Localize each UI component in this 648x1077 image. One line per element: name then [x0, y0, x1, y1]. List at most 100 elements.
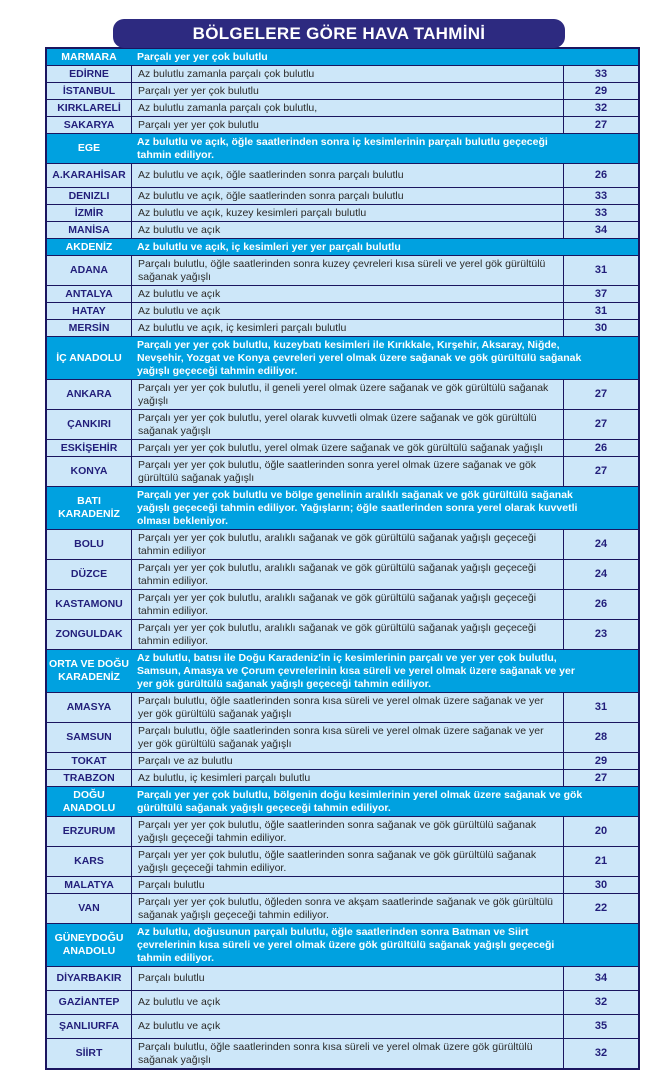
forecast-text: Parçalı yer yer çok bulutlu [131, 117, 563, 133]
table-row: TOKAT Parçalı ve az bulutlu 29 [47, 753, 638, 770]
table-row: SAMSUN Parçalı bulutlu, öğle saatlerinde… [47, 723, 638, 753]
table-row: SAKARYA Parçalı yer yer çok bulutlu 27 [47, 117, 638, 134]
forecast-text: Az bulutlu ve açık [131, 303, 563, 319]
temperature-value: 31 [563, 303, 638, 319]
city-name: MALATYA [64, 878, 114, 891]
city-name: ŞANLIURFA [58, 1020, 120, 1032]
table-row: ŞANLIURFA Az bulutlu ve açık 35 [47, 1015, 638, 1039]
region-forecast-text: Az bulutlu, batısı ile Doğu Karadeniz'in… [137, 652, 575, 690]
region-name: İÇ ANADOLU [56, 351, 122, 364]
temperature-value: 28 [563, 723, 638, 752]
temperature-value: 27 [563, 770, 638, 786]
city-name: ANTALYA [65, 287, 113, 300]
city-name: MANİSA [68, 223, 110, 236]
city-name: MERSİN [68, 321, 110, 334]
city-name: A.KARAHİSAR [52, 169, 126, 181]
forecast-text: Parçalı bulutlu, öğle saatlerinden sonra… [131, 693, 563, 722]
table-row: HATAY Az bulutlu ve açık 31 [47, 303, 638, 320]
region-row: DOĞU ANADOLU Parçalı yer yer çok bulutlu… [47, 787, 638, 817]
region-name: AKDENİZ [65, 240, 113, 253]
temperature-value: 27 [563, 457, 638, 486]
table-row: MALATYA Parçalı bulutlu 30 [47, 877, 638, 894]
table-row: KIRKLARELİ Az bulutlu zamanla parçalı ço… [47, 100, 638, 117]
temperature-value: 34 [563, 967, 638, 990]
city-name: İSTANBUL [62, 84, 116, 97]
forecast-text: Parçalı bulutlu [131, 877, 563, 893]
city-name: BOLU [74, 538, 104, 550]
table-row: MANİSA Az bulutlu ve açık 34 [47, 222, 638, 239]
temperature-value: 33 [563, 188, 638, 204]
table-row: İSTANBUL Parçalı yer yer çok bulutlu 29 [47, 83, 638, 100]
table-row: İZMİR Az bulutlu ve açık, kuzey kesimler… [47, 205, 638, 222]
forecast-text: Parçalı yer yer çok bulutlu, öğle saatle… [131, 847, 563, 876]
region-name: DOĞU ANADOLU [62, 788, 116, 814]
temperature-value: 26 [563, 590, 638, 619]
city-name: ESKİŞEHİR [60, 441, 118, 454]
forecast-text: Az bulutlu ve açık [131, 991, 563, 1014]
table-row: ANKARA Parçalı yer yer çok bulutlu, il g… [47, 380, 638, 410]
city-name: GAZİANTEP [58, 996, 120, 1008]
page-title: BÖLGELERE GÖRE HAVA TAHMİNİ [113, 19, 565, 48]
forecast-text: Parçalı yer yer çok bulutlu, öğleden son… [131, 894, 563, 923]
forecast-text: Parçalı yer yer çok bulutlu, aralıklı sa… [131, 620, 563, 649]
region-forecast-text: Parçalı yer yer çok bulutlu ve bölge gen… [137, 489, 578, 527]
forecast-text: Az bulutlu zamanla parçalı çok bulutlu [131, 66, 563, 82]
table-row: DÜZCE Parçalı yer yer çok bulutlu, aralı… [47, 560, 638, 590]
temperature-value: 35 [563, 1015, 638, 1038]
region-name: ORTA VE DOĞU KARADENİZ [49, 658, 129, 683]
temperature-value: 37 [563, 286, 638, 302]
city-name: DENIZLI [68, 189, 110, 202]
forecast-text: Parçalı bulutlu, öğle saatlerinden sonra… [131, 256, 563, 285]
table-row: ANTALYA Az bulutlu ve açık 37 [47, 286, 638, 303]
city-name: SİİRT [75, 1047, 103, 1059]
temperature-value: 27 [563, 380, 638, 409]
city-name: VAN [78, 902, 100, 914]
forecast-text: Az bulutlu, iç kesimleri parçalı bulutlu [131, 770, 563, 786]
city-name: ERZURUM [62, 825, 116, 837]
city-name: DİYARBAKIR [56, 972, 122, 984]
region-name: GÜNEYDOĞU ANADOLU [54, 932, 124, 957]
table-row: TRABZON Az bulutlu, iç kesimleri parçalı… [47, 770, 638, 787]
city-name: KASTAMONU [55, 598, 123, 610]
forecast-text: Parçalı yer yer çok bulutlu, öğle saatle… [131, 817, 563, 846]
region-forecast-text: Az bulutlu ve açık, iç kesimleri yer yer… [137, 241, 401, 253]
table-row: ADANA Parçalı bulutlu, öğle saatlerinden… [47, 256, 638, 286]
table-row: VAN Parçalı yer yer çok bulutlu, öğleden… [47, 894, 638, 924]
city-name: KARS [74, 855, 104, 867]
region-row: İÇ ANADOLU Parçalı yer yer çok bulutlu, … [47, 337, 638, 380]
forecast-text: Parçalı yer yer çok bulutlu [131, 83, 563, 99]
table-row: A.KARAHİSAR Az bulutlu ve açık, öğle saa… [47, 164, 638, 188]
table-row: BOLU Parçalı yer yer çok bulutlu, aralık… [47, 530, 638, 560]
temperature-value: 32 [563, 1039, 638, 1068]
temperature-value: 27 [563, 410, 638, 439]
table-row: KARS Parçalı yer yer çok bulutlu, öğle s… [47, 847, 638, 877]
city-name: EDİRNE [69, 67, 109, 80]
temperature-value: 20 [563, 817, 638, 846]
temperature-value: 32 [563, 991, 638, 1014]
forecast-text: Parçalı bulutlu [131, 967, 563, 990]
city-name: ÇANKIRI [67, 418, 111, 430]
region-forecast-text: Parçalı yer yer çok bulutlu [137, 51, 268, 63]
forecast-text: Parçalı yer yer çok bulutlu, aralıklı sa… [131, 530, 563, 559]
region-name: EGE [77, 142, 101, 154]
table-row: MERSİN Az bulutlu ve açık, iç kesimleri … [47, 320, 638, 337]
city-name: DÜZCE [70, 568, 108, 580]
city-name: KIRKLARELİ [57, 101, 121, 114]
table-row: DENIZLI Az bulutlu ve açık, öğle saatler… [47, 188, 638, 205]
forecast-text: Parçalı yer yer çok bulutlu, aralıklı sa… [131, 590, 563, 619]
forecast-text: Az bulutlu ve açık [131, 222, 563, 238]
forecast-text: Az bulutlu ve açık [131, 286, 563, 302]
region-row: EGE Az bulutlu ve açık, öğle saatlerinde… [47, 134, 638, 164]
temperature-value: 22 [563, 894, 638, 923]
table-row: DİYARBAKIR Parçalı bulutlu 34 [47, 967, 638, 991]
temperature-value: 21 [563, 847, 638, 876]
table-row: AMASYA Parçalı bulutlu, öğle saatlerinde… [47, 693, 638, 723]
temperature-value: 29 [563, 753, 638, 769]
table-row: KONYA Parçalı yer yer çok bulutlu, öğle … [47, 457, 638, 487]
table-row: SİİRT Parçalı bulutlu, öğle saatlerinden… [47, 1039, 638, 1068]
table-row: KASTAMONU Parçalı yer yer çok bulutlu, a… [47, 590, 638, 620]
forecast-text: Parçalı yer yer çok bulutlu, öğle saatle… [131, 457, 563, 486]
region-row: AKDENİZ Az bulutlu ve açık, iç kesimleri… [47, 239, 638, 256]
forecast-text: Parçalı yer yer çok bulutlu, il geneli y… [131, 380, 563, 409]
temperature-value: 24 [563, 530, 638, 559]
